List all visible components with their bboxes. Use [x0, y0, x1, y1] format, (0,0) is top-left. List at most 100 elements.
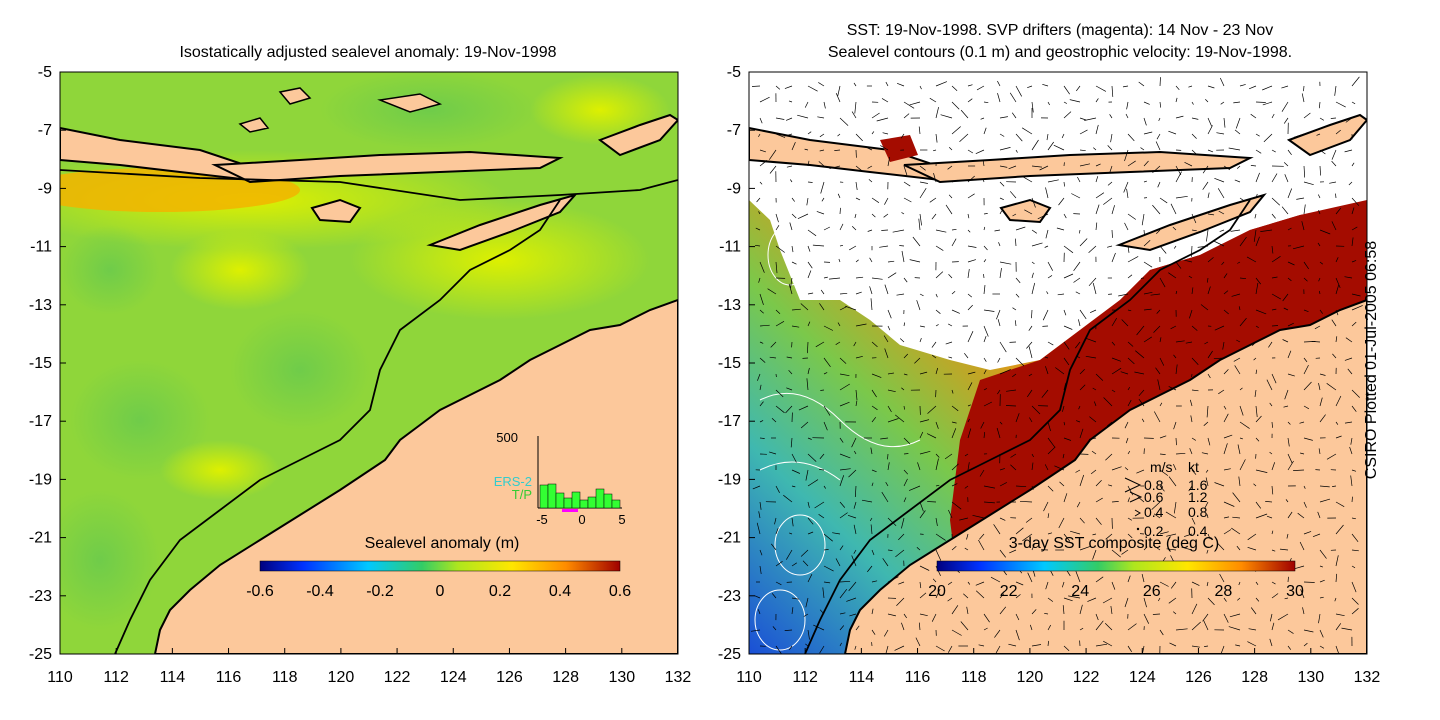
velocity-arrow [1061, 133, 1065, 139]
velocity-arrow [967, 581, 971, 585]
velocity-arrow [1159, 402, 1163, 407]
velocity-arrow [983, 485, 996, 489]
velocity-arrow [1345, 117, 1353, 123]
velocity-arrow [1235, 644, 1241, 647]
velocity-arrow [1056, 227, 1065, 231]
velocity-arrow [1010, 453, 1017, 458]
velocity-arrow [935, 309, 941, 314]
velocity-arrow [1303, 85, 1305, 92]
velocity-arrow [871, 197, 880, 203]
velocity-arrow [1318, 101, 1321, 109]
velocity-arrow [1317, 242, 1321, 247]
velocity-arrow [1239, 405, 1244, 416]
velocity-arrow [1222, 341, 1225, 350]
velocity-arrow [1239, 277, 1247, 280]
velocity-arrow [1044, 464, 1049, 471]
velocity-arrow [1234, 365, 1241, 375]
velocity-arrow [1095, 643, 1108, 647]
velocity-arrow [1150, 293, 1161, 296]
velocity-arrow [894, 645, 905, 651]
velocity-arrow [997, 93, 1001, 103]
velocity-arrow [775, 225, 780, 231]
velocity-arrow [1319, 165, 1321, 176]
velocity-arrow [1223, 413, 1229, 423]
velocity-arrow [819, 453, 825, 460]
velocity-arrow [1136, 325, 1145, 336]
velocity-arrow [1092, 387, 1097, 391]
lat-tick-right: -15 [718, 355, 741, 372]
velocity-arrow [999, 147, 1011, 151]
velocity-arrow [1232, 492, 1241, 503]
velocity-arrow [1159, 531, 1169, 535]
velocity-arrow [1138, 389, 1145, 397]
velocity-arrow [759, 261, 765, 273]
velocity-arrow [993, 524, 1001, 535]
velocity-arrow [1331, 160, 1337, 167]
velocity-arrow [791, 261, 797, 265]
velocity-arrow [1335, 524, 1344, 535]
velocity-arrow [1159, 469, 1169, 476]
velocity-arrow [1023, 176, 1033, 183]
velocity-arrow [903, 197, 912, 203]
lat-tick-right: -19 [718, 471, 741, 488]
velocity-arrow [1191, 517, 1196, 525]
velocity-arrow [1203, 421, 1209, 426]
velocity-arrow [1111, 229, 1113, 238]
velocity-arrow [884, 348, 889, 359]
velocity-arrow [1287, 277, 1292, 282]
velocity-arrow [999, 133, 1005, 137]
lon-tick-right: 110 [736, 669, 762, 686]
velocity-arrow [1331, 149, 1337, 160]
velocity-arrow [1127, 533, 1133, 539]
velocity-arrow [767, 288, 777, 295]
lon-tick-left: 132 [665, 669, 692, 686]
velocity-arrow [1063, 437, 1072, 441]
velocity-arrow [823, 276, 828, 279]
velocity-arrow [903, 322, 906, 327]
velocity-arrow [800, 549, 809, 557]
velocity-arrow [1189, 309, 1193, 319]
velocity-arrow [759, 501, 762, 510]
velocity-arrow [823, 549, 829, 551]
csiro-plot-credit: CSIRO Plotted 01-Jul-2005 06:58 [1363, 240, 1380, 480]
velocity-arrow [1271, 549, 1276, 552]
velocity-arrow [999, 116, 1008, 119]
velocity-arrow [1127, 623, 1137, 631]
velocity-arrow [1024, 209, 1033, 215]
velocity-arrow [769, 149, 777, 160]
velocity-arrow [839, 501, 846, 508]
velocity-arrow [1223, 309, 1229, 315]
velocity-arrow [1233, 101, 1241, 104]
velocity-arrow [1122, 85, 1129, 88]
right-map-title-line2: Sealevel contours (0.1 m) and geostrophi… [828, 44, 1292, 61]
velocity-arrow [1218, 210, 1225, 215]
velocity-arrow [1214, 177, 1225, 183]
velocity-arrow [1239, 84, 1246, 87]
velocity-arrow [997, 319, 1001, 327]
velocity-arrow [1351, 581, 1357, 593]
velocity-arrow [1234, 129, 1241, 135]
velocity-arrow [1191, 133, 1197, 139]
velocity-arrow [1319, 579, 1325, 583]
velocity-arrow [1271, 256, 1281, 263]
velocity-arrow [1089, 309, 1097, 314]
velocity-arrow [959, 133, 969, 143]
lat-tick-left: -5 [38, 64, 52, 81]
velocity-arrow [951, 428, 957, 439]
velocity-arrow [1015, 149, 1018, 153]
lat-tick-left: -7 [38, 122, 52, 139]
velocity-arrow [1015, 594, 1021, 599]
velocity-arrow [887, 576, 899, 583]
velocity-arrow [1254, 389, 1257, 397]
velocity-arrow [1141, 418, 1145, 423]
velocity-arrow [1269, 402, 1273, 407]
latitude-axis-labels: -5 -5 -7 -7 -9 -9 -11 -11 -13 -13 -15 -15 -17 -17 -19 -… [29, 64, 755, 663]
velocity-arrow [1165, 511, 1177, 519]
velocity-arrow [1047, 101, 1050, 106]
velocity-arrow [806, 378, 809, 391]
velocity-arrow [1173, 421, 1177, 430]
velocity-arrow [1088, 277, 1097, 287]
velocity-arrow [1271, 276, 1278, 279]
velocity-arrow [1191, 469, 1197, 475]
velocity-arrow [807, 437, 812, 440]
